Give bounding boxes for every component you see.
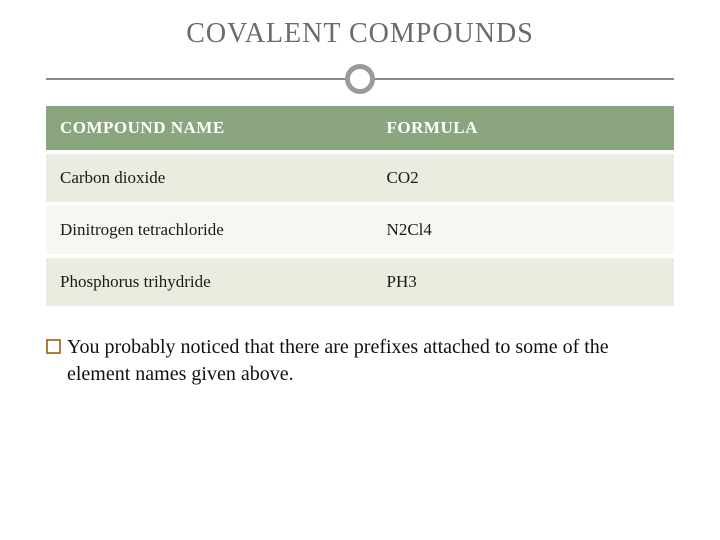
cell-name: Carbon dioxide (46, 154, 373, 202)
cell-formula: N2Cl4 (373, 206, 674, 254)
table-row: Carbon dioxide CO2 (46, 154, 674, 202)
slide-container: COVALENT COMPOUNDS COMPOUND NAME FORMULA… (0, 0, 720, 540)
title-divider (46, 62, 674, 98)
cell-name: Dinitrogen tetrachloride (46, 206, 373, 254)
table-row: Phosphorus trihydride PH3 (46, 258, 674, 306)
table-body: Carbon dioxide CO2 Dinitrogen tetrachlor… (46, 150, 674, 306)
cell-name: Phosphorus trihydride (46, 258, 373, 306)
compounds-table: COMPOUND NAME FORMULA Carbon dioxide CO2… (46, 106, 674, 306)
col-header-formula: FORMULA (373, 106, 674, 150)
table-row: Dinitrogen tetrachloride N2Cl4 (46, 206, 674, 254)
cell-formula: PH3 (373, 258, 674, 306)
body-paragraph: You probably noticed that there are pref… (46, 334, 674, 388)
cell-formula: CO2 (373, 154, 674, 202)
paragraph-text: You probably noticed that there are pref… (67, 334, 674, 388)
table-header-row: COMPOUND NAME FORMULA (46, 106, 674, 150)
page-title: COVALENT COMPOUNDS (46, 18, 674, 50)
square-bullet-icon (46, 339, 61, 354)
col-header-name: COMPOUND NAME (46, 106, 373, 150)
divider-circle-icon (345, 64, 375, 94)
